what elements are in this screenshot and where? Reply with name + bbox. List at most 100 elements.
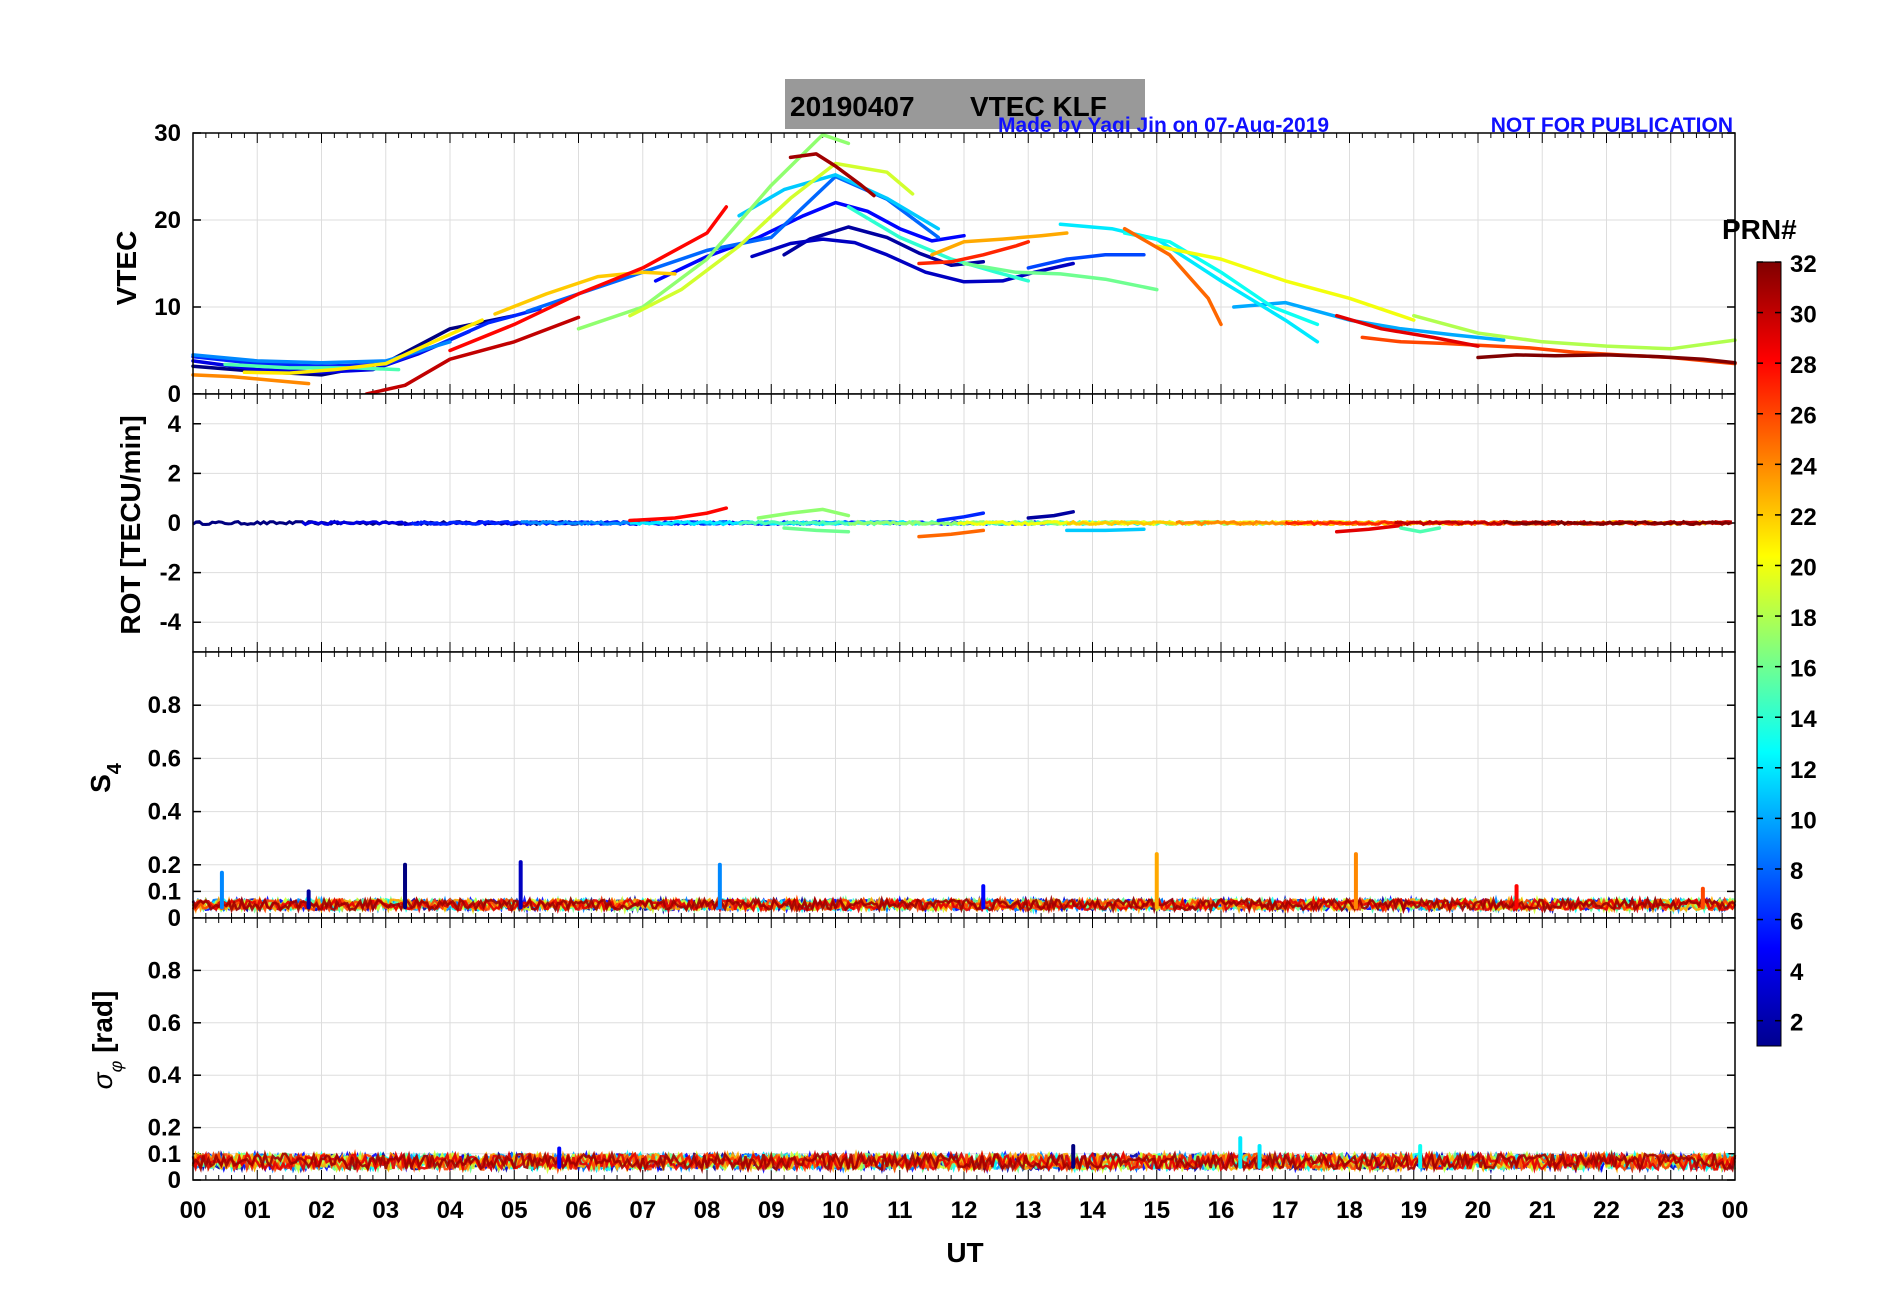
vtec-series-prn-7 bbox=[1026, 253, 1146, 270]
plot-frame bbox=[192, 917, 1736, 1181]
y-tick-label: 0.8 bbox=[148, 957, 181, 984]
rot-feature-prn-17 bbox=[756, 507, 851, 520]
vtec-series-prn-13 bbox=[1122, 231, 1320, 327]
rot-feature-prn-15 bbox=[1399, 526, 1442, 534]
vtec-series-prn-32 bbox=[1476, 353, 1737, 365]
panel-rot: -4 -2 0 2 4 bbox=[160, 393, 1736, 653]
x-tick-label: 23 bbox=[1657, 1197, 1684, 1224]
credit-text: Made by Yaqi Jin on 07-Aug-2019 bbox=[998, 114, 1329, 137]
x-tick-label: 20 bbox=[1465, 1197, 1492, 1224]
x-tick-label: 09 bbox=[758, 1197, 785, 1224]
y-tick-label: -2 bbox=[160, 560, 181, 587]
vtec-series-prn-23 bbox=[930, 231, 1069, 257]
vtec-series-prn-5 bbox=[653, 200, 966, 283]
colorbar bbox=[1756, 261, 1782, 1047]
rot-feature-prn-16 bbox=[782, 526, 851, 534]
panel-s4: 00.10.2 0.4 0.6 0.8 bbox=[148, 651, 1737, 932]
vtec-series-prn-10 bbox=[1232, 300, 1506, 342]
y-tick-label: 0.2 bbox=[148, 1115, 181, 1142]
rot-feature-prn-6 bbox=[936, 511, 986, 523]
ylabel-vtec: VTEC bbox=[111, 231, 142, 306]
x-tick-label: 07 bbox=[629, 1197, 656, 1224]
notice-text: NOT FOR PUBLICATION bbox=[1491, 114, 1733, 137]
y-tick-label: 0.4 bbox=[148, 1062, 182, 1089]
vtec-series-prn-30 bbox=[364, 315, 581, 396]
vtec-series-prn-24 bbox=[191, 373, 311, 386]
vtec-series-prn-17 bbox=[576, 132, 851, 331]
title-text: VTEC KLF bbox=[970, 91, 1107, 122]
vtec-series-prn-11 bbox=[737, 173, 941, 231]
s4-series-prn-31 bbox=[191, 894, 1736, 915]
panel-sigma-phi: 00.10.2 0.4 0.6 0.8 bbox=[148, 917, 1737, 1194]
colorbar-tick-label: 20 bbox=[1790, 554, 1817, 581]
rot-feature-prn-11 bbox=[1065, 527, 1146, 533]
series-group bbox=[191, 132, 1737, 396]
x-tick-label: 13 bbox=[1015, 1197, 1042, 1224]
x-tick-label: 04 bbox=[437, 1197, 464, 1224]
ylabel-rot: ROT [TECU/min] bbox=[115, 415, 146, 634]
x-tick-label: 01 bbox=[244, 1197, 271, 1224]
colorbar-tick-label: 6 bbox=[1790, 909, 1803, 936]
y-tick-label: 0 bbox=[168, 905, 181, 932]
series-group bbox=[191, 1136, 1737, 1175]
y-tick-label: 20 bbox=[154, 207, 181, 234]
x-tick-label: 12 bbox=[951, 1197, 978, 1224]
colorbar-tick-label: 26 bbox=[1790, 403, 1817, 430]
y-tick-label: 0.2 bbox=[148, 852, 181, 879]
colorbar-tick-label: 28 bbox=[1790, 352, 1817, 379]
vtec-series-prn-29 bbox=[1334, 313, 1480, 348]
x-tick-label: 08 bbox=[694, 1197, 721, 1224]
vtec-series-prn-20 bbox=[1155, 244, 1416, 322]
x-tick-label: 19 bbox=[1400, 1197, 1427, 1224]
colorbar-tick-label: 10 bbox=[1790, 807, 1817, 834]
x-tick-label: 00 bbox=[1722, 1197, 1749, 1224]
x-tick-label: 06 bbox=[565, 1197, 592, 1224]
x-tick-label: 18 bbox=[1336, 1197, 1363, 1224]
x-tick-label: 14 bbox=[1079, 1197, 1106, 1224]
y-tick-label: 4 bbox=[168, 411, 182, 438]
x-tick-label: 10 bbox=[822, 1197, 849, 1224]
y-tick-label: 0.1 bbox=[148, 878, 181, 905]
sigma_phi-series-prn-31 bbox=[191, 1149, 1737, 1175]
vtec-series-prn-21 bbox=[242, 318, 484, 375]
ylabel-sigma-phi: σφ [rad] bbox=[87, 991, 126, 1090]
y-tick-label: 0.4 bbox=[148, 799, 182, 826]
rot-feature-prn-29 bbox=[1334, 523, 1403, 534]
vtec-series-prn-16 bbox=[962, 261, 1159, 292]
vtec-series-prn-19 bbox=[628, 161, 915, 318]
rot-feature-prn-25 bbox=[917, 528, 986, 539]
vtec-series-prn-28 bbox=[448, 205, 729, 353]
x-tick-label: 03 bbox=[372, 1197, 399, 1224]
x-tick-label: 17 bbox=[1272, 1197, 1299, 1224]
colorbar-tick-label: 18 bbox=[1790, 605, 1817, 632]
x-tick-label: 11 bbox=[887, 1197, 912, 1224]
colorbar-tick-label: 24 bbox=[1790, 453, 1817, 480]
x-tick-label: 22 bbox=[1593, 1197, 1620, 1224]
x-tick-label: 21 bbox=[1529, 1197, 1556, 1224]
y-tick-label: 30 bbox=[154, 120, 181, 147]
x-tick-label: 15 bbox=[1143, 1197, 1170, 1224]
x-tick-label: 00 bbox=[180, 1197, 207, 1224]
y-tick-label: 0.6 bbox=[148, 1010, 181, 1037]
y-tick-label: 0 bbox=[168, 381, 181, 408]
title-date: 20190407 bbox=[790, 91, 915, 122]
ylabel-s4: S4 bbox=[85, 762, 126, 793]
rot-feature-prn-28 bbox=[628, 506, 729, 523]
y-tick-label: 0 bbox=[168, 1167, 181, 1194]
colorbar-tick-label: 14 bbox=[1790, 706, 1817, 733]
colorbar-tick-label: 8 bbox=[1790, 858, 1803, 885]
vtec-series-prn-14 bbox=[846, 205, 1031, 283]
colorbar-tick-label: 30 bbox=[1790, 302, 1817, 329]
colorbar-tick-label: 4 bbox=[1790, 959, 1804, 986]
y-tick-label: 0.6 bbox=[148, 745, 181, 772]
colorbar-tick-label: 2 bbox=[1790, 1010, 1803, 1037]
vtec-series-prn-15 bbox=[223, 362, 401, 372]
x-tick-label: 05 bbox=[501, 1197, 528, 1224]
y-tick-label: 0 bbox=[168, 510, 181, 537]
y-tick-label: 0.8 bbox=[148, 692, 181, 719]
vtec-series-prn-12 bbox=[1058, 222, 1320, 344]
panel-vtec: 0 10 20 30 bbox=[154, 120, 1737, 408]
vtec-series-prn-25 bbox=[1122, 226, 1223, 327]
